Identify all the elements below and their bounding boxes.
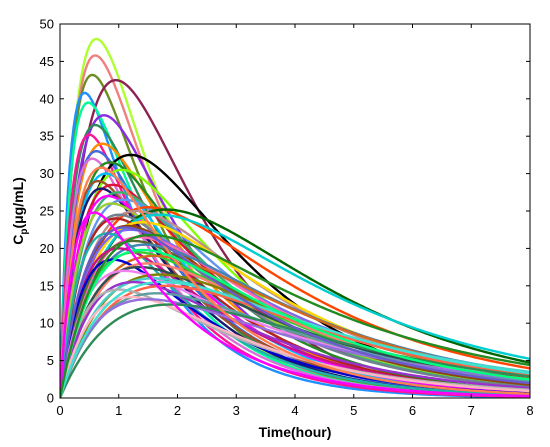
y-tick-label: 15 bbox=[40, 278, 54, 293]
x-tick-label: 8 bbox=[526, 403, 533, 418]
series-line-51 bbox=[60, 298, 530, 398]
x-tick-label: 4 bbox=[291, 403, 298, 418]
y-tick-label: 10 bbox=[40, 316, 54, 331]
y-axis-label-units: (μg/mL) bbox=[10, 177, 26, 228]
y-axis-label-main: C bbox=[10, 235, 26, 245]
y-tick-label: 20 bbox=[40, 241, 54, 256]
x-tick-label: 2 bbox=[174, 403, 181, 418]
x-tick-label: 3 bbox=[233, 403, 240, 418]
y-tick-label: 40 bbox=[40, 91, 54, 106]
x-tick-label: 6 bbox=[409, 403, 416, 418]
x-axis-label: Time(hour) bbox=[259, 424, 332, 440]
y-axis-label: Cp(μg/mL) bbox=[10, 177, 30, 245]
x-tick-label: 1 bbox=[115, 403, 122, 418]
series-layer bbox=[60, 37, 530, 398]
x-tick-label: 7 bbox=[468, 403, 475, 418]
series-line-25 bbox=[60, 208, 530, 398]
series-line-47 bbox=[60, 284, 530, 398]
y-tick-label: 0 bbox=[47, 391, 54, 406]
x-tick-label: 5 bbox=[350, 403, 357, 418]
series-line-54 bbox=[60, 166, 530, 398]
y-tick-label: 30 bbox=[40, 166, 54, 181]
y-axis-label-subscript: p bbox=[19, 229, 30, 235]
series-line-46 bbox=[60, 280, 530, 398]
x-tick-label: 0 bbox=[56, 403, 63, 418]
series-line-57 bbox=[60, 211, 530, 398]
series-line-56 bbox=[60, 248, 530, 398]
y-tick-label: 45 bbox=[40, 54, 54, 69]
series-line-52 bbox=[60, 303, 530, 398]
series-line-28 bbox=[60, 213, 530, 398]
series-line-58 bbox=[60, 233, 530, 398]
y-tick-label: 50 bbox=[40, 17, 54, 32]
series-line-55 bbox=[60, 226, 530, 398]
y-tick-label: 35 bbox=[40, 129, 54, 144]
y-tick-label: 5 bbox=[47, 353, 54, 368]
y-tick-label: 25 bbox=[40, 204, 54, 219]
